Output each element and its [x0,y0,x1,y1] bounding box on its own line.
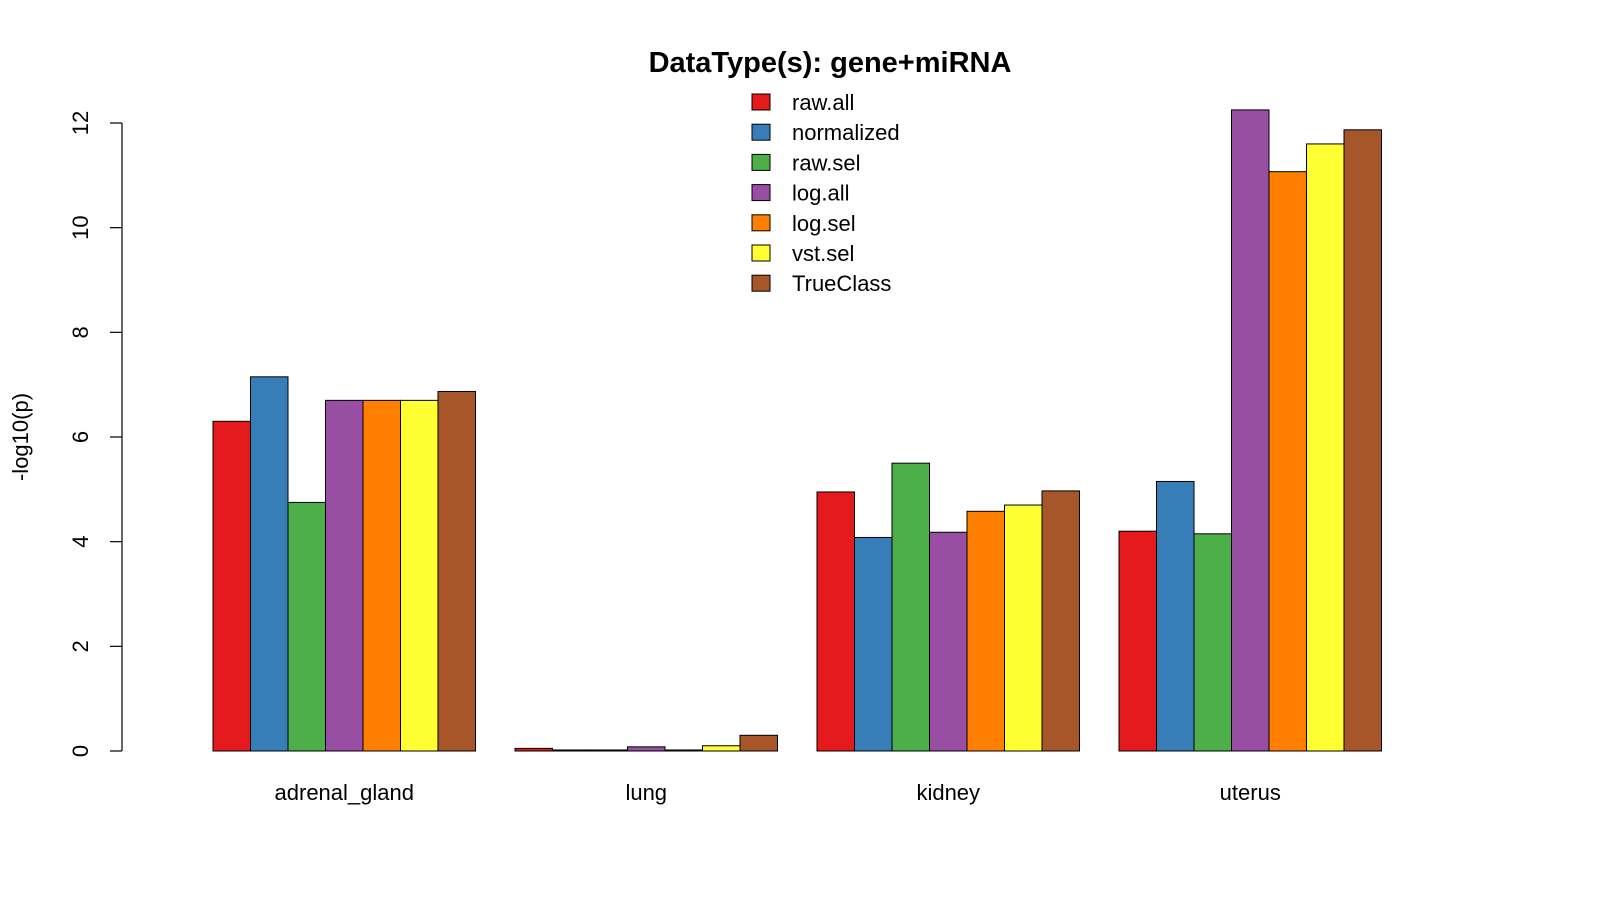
bar-raw.all [514,747,553,752]
y-tick-label: 10 [68,215,93,239]
x-tick-label: lung [625,780,667,805]
legend-swatch-vst.sel [751,244,771,262]
y-tick-label: 12 [68,111,93,135]
x-tick-label: adrenal_gland [275,780,414,805]
bar-raw.all [1118,530,1157,752]
bar-raw.all [212,420,251,752]
legend-swatch-log.all [751,184,771,202]
bar-normalized [552,749,591,752]
y-axis-ticks: 0 2 4 6 8 10 12 [68,111,122,757]
bar-log.sel [664,749,703,752]
bar-vst.sel [1004,504,1043,752]
bar-log.sel [1268,171,1307,752]
bar-raw.sel [891,462,930,752]
y-tick-label: 0 [68,745,93,757]
bar-log.all [1231,109,1270,752]
bar-group-uterus [1118,109,1382,752]
bar-group-lung [514,734,778,752]
bar-group-adrenal_gland [212,376,476,752]
bar-vst.sel [1306,143,1345,752]
bar-TrueClass [739,734,778,752]
bar-TrueClass [1343,129,1382,752]
chart-title: DataType(s): gene+miRNA [649,47,1012,79]
bar-log.sel [362,399,401,752]
bar-group-kidney [816,462,1080,752]
bar-normalized [854,536,893,752]
bar-raw.sel [1193,533,1232,752]
x-tick-label: kidney [916,780,980,805]
y-tick-label: 6 [68,431,93,443]
legend-label: raw.sel [792,150,860,175]
bar-log.all [929,531,968,752]
bar-TrueClass [1041,490,1080,752]
bar-log.all [627,746,666,752]
bar-raw.sel [589,749,628,752]
legend-label: TrueClass [792,271,891,296]
bar-vst.sel [400,399,439,752]
bar-log.all [325,399,364,752]
bar-groups [212,109,1382,752]
legend-label: log.sel [792,211,856,236]
legend-swatch-TrueClass [751,274,771,292]
y-tick-label: 2 [68,640,93,652]
legend: raw.all normalized raw.sel log.all log.sel vs… [751,90,900,296]
bar-normalized [1156,480,1195,752]
legend-label: log.all [792,181,849,206]
bar-raw.sel [287,501,326,752]
bar-log.sel [966,510,1005,752]
y-tick-label: 8 [68,326,93,338]
y-axis-label: -log10(p) [8,393,33,481]
bar-TrueClass [437,390,476,752]
bar-raw.all [816,491,855,752]
legend-swatch-raw.sel [751,153,771,171]
y-tick-label: 4 [68,536,93,548]
legend-swatch-normalized [751,123,771,141]
legend-label: raw.all [792,90,854,115]
legend-label: vst.sel [792,241,854,266]
x-axis-labels: adrenal_gland lung kidney uterus [275,780,1281,805]
legend-swatch-raw.all [751,93,771,111]
bar-vst.sel [702,745,741,752]
legend-swatch-log.sel [751,214,771,232]
legend-label: normalized [792,120,900,145]
bar-normalized [250,376,289,752]
x-tick-label: uterus [1220,780,1281,805]
